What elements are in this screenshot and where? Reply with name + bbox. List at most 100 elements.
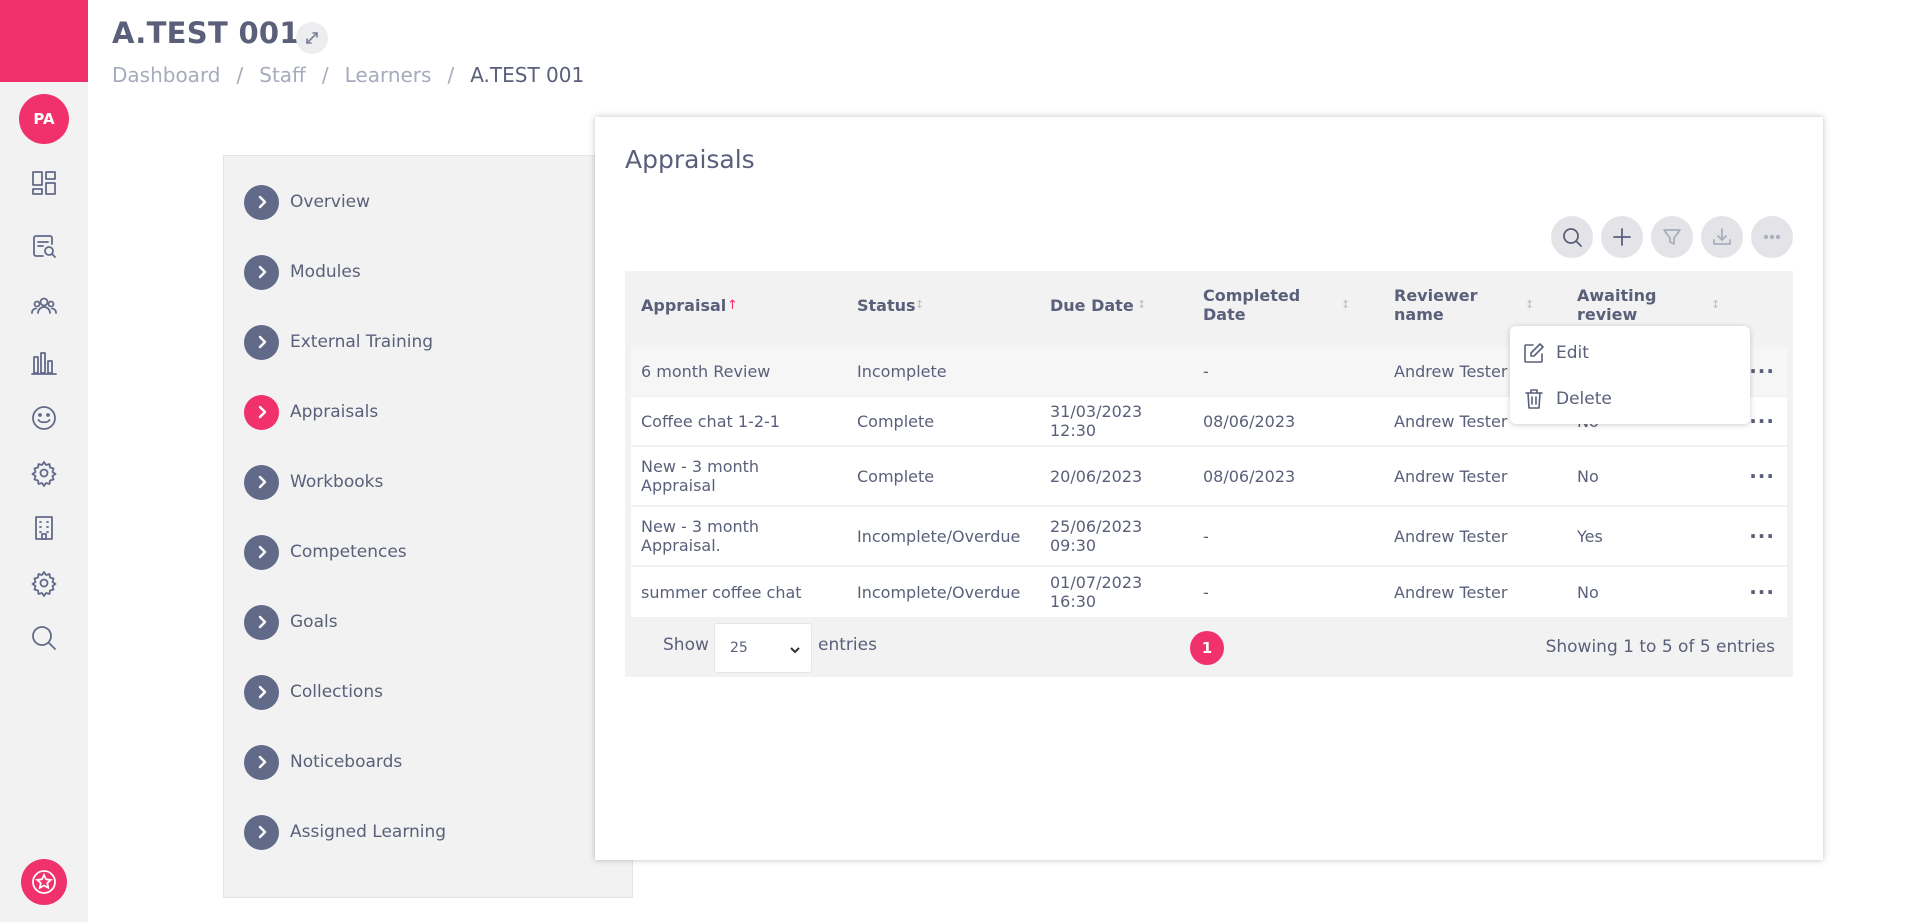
sort-icon[interactable]: ↕ (915, 298, 925, 311)
settings-icon[interactable] (28, 567, 60, 599)
download-icon[interactable] (1701, 216, 1743, 258)
cell-appraisal: New - 3 month Appraisal. (641, 517, 760, 555)
cell-status: Incomplete (857, 361, 947, 381)
people-icon[interactable] (28, 290, 60, 322)
table-row[interactable]: New - 3 month Appraisal Complete 20/06/2… (631, 447, 1787, 507)
breadcrumb-separator: / (447, 63, 455, 87)
delete-menu-item[interactable]: Delete (1522, 384, 1612, 414)
breadcrumb-staff[interactable]: Staff (259, 63, 306, 87)
dashboard-icon[interactable] (28, 167, 60, 199)
filter-icon[interactable] (1651, 216, 1693, 258)
pagination-page-1[interactable]: 1 (1190, 631, 1224, 665)
search-icon[interactable] (28, 622, 60, 654)
chevron-right-icon (244, 604, 279, 640)
sort-icon[interactable]: ↕ (1137, 298, 1147, 311)
edit-icon (1524, 343, 1544, 363)
row-actions-menu: Edit Delete (1510, 326, 1750, 424)
nav-item-label: Appraisals (290, 402, 379, 422)
table-row[interactable]: summer coffee chat Incomplete/Overdue 01… (631, 567, 1787, 617)
chevron-right-icon (244, 394, 279, 430)
nav-item-modules[interactable]: Modules (244, 254, 361, 290)
nav-item-appraisals[interactable]: Appraisals (244, 394, 378, 430)
column-header-awaiting-review[interactable]: Awaiting review (1577, 286, 1657, 324)
user-avatar[interactable]: PA (19, 94, 69, 144)
breadcrumb-dashboard[interactable]: Dashboard (112, 63, 221, 87)
cell-awaiting: No (1577, 582, 1599, 602)
sort-icon[interactable]: ↕ (1341, 298, 1351, 311)
chevron-down-icon (790, 647, 800, 654)
row-actions-icon[interactable]: ··· (1749, 359, 1775, 383)
more-icon[interactable] (1751, 216, 1793, 258)
show-label: Show (663, 635, 709, 655)
row-actions-icon[interactable]: ··· (1749, 580, 1775, 604)
nav-item-collections[interactable]: Collections (244, 674, 383, 710)
app-rail: PA (0, 0, 88, 922)
expand-icon[interactable] (296, 22, 328, 54)
nav-item-workbooks[interactable]: Workbooks (244, 464, 383, 500)
table-toolbar (1551, 216, 1793, 258)
cell-due-date: 31/03/2023 12:30 (1050, 402, 1143, 440)
breadcrumb-learners[interactable]: Learners (344, 63, 432, 87)
row-actions-icon[interactable]: ··· (1749, 464, 1775, 488)
column-header-completed-date[interactable]: Completed Date (1203, 286, 1301, 324)
cell-status: Complete (857, 411, 935, 431)
cell-status: Complete (857, 466, 935, 486)
cell-due-date: 20/06/2023 (1050, 466, 1143, 486)
cell-completed-date: - (1203, 526, 1209, 546)
nav-item-assigned-learning[interactable]: Assigned Learning (244, 814, 446, 850)
entries-label: entries (818, 635, 877, 655)
cell-status: Incomplete/Overdue (857, 582, 1021, 602)
cell-due-date: 25/06/2023 09:30 (1050, 517, 1143, 555)
chevron-right-icon (244, 184, 279, 220)
sort-icon[interactable]: ↕ (1711, 298, 1721, 311)
cell-reviewer: Andrew Tester (1394, 466, 1508, 486)
nav-item-label: External Training (290, 332, 434, 352)
smiley-icon[interactable] (28, 402, 60, 434)
settings-icon[interactable] (28, 457, 60, 489)
nav-item-label: Collections (290, 682, 383, 702)
nav-item-label: Overview (290, 192, 371, 212)
nav-item-noticeboards[interactable]: Noticeboards (244, 744, 402, 780)
column-header-appraisal[interactable]: Appraisal (641, 295, 727, 315)
search-icon[interactable] (1551, 216, 1593, 258)
cell-due-date: 01/07/2023 16:30 (1050, 573, 1143, 611)
cell-awaiting: Yes (1577, 526, 1603, 546)
column-header-reviewer-name[interactable]: Reviewer name (1394, 286, 1478, 324)
cell-reviewer: Andrew Tester (1394, 361, 1508, 381)
chevron-right-icon (244, 744, 279, 780)
cell-appraisal: summer coffee chat (641, 582, 802, 602)
breadcrumb-current: A.TEST 001 (470, 63, 585, 87)
nav-item-overview[interactable]: Overview (244, 184, 370, 220)
column-header-status[interactable]: Status (857, 295, 916, 315)
sort-icon[interactable]: ↕ (1525, 298, 1535, 311)
page-title: A.TEST 001 (112, 16, 300, 50)
trash-icon (1525, 389, 1543, 409)
cell-appraisal: Coffee chat 1-2-1 (641, 411, 780, 431)
brand-logo[interactable] (0, 0, 88, 82)
edit-menu-item[interactable]: Edit (1522, 338, 1589, 368)
search-report-icon[interactable] (28, 230, 60, 262)
cell-completed-date: - (1203, 582, 1209, 602)
sort-asc-icon[interactable]: ↑ (727, 298, 738, 313)
nav-item-external-training[interactable]: External Training (244, 324, 433, 360)
chevron-right-icon (244, 254, 279, 290)
nav-item-competences[interactable]: Competences (244, 534, 407, 570)
nav-item-goals[interactable]: Goals (244, 604, 338, 640)
building-icon[interactable] (28, 512, 60, 544)
breadcrumb-separator: / (236, 63, 244, 87)
bar-chart-icon[interactable] (28, 347, 60, 379)
chevron-right-icon (244, 814, 279, 850)
row-actions-icon[interactable]: ··· (1749, 524, 1775, 548)
add-icon[interactable] (1601, 216, 1643, 258)
star-icon[interactable] (21, 859, 67, 905)
cell-completed-date: - (1203, 361, 1209, 381)
column-header-due-date[interactable]: Due Date (1050, 295, 1134, 315)
entries-per-page-select[interactable]: 25 (714, 623, 812, 673)
cell-due-date (1050, 347, 1170, 395)
table-row[interactable]: New - 3 month Appraisal. Incomplete/Over… (631, 507, 1787, 567)
card-title: Appraisals (625, 145, 755, 174)
nav-item-label: Assigned Learning (290, 822, 447, 842)
cell-completed-date: 08/06/2023 (1203, 411, 1296, 431)
chevron-right-icon (244, 464, 279, 500)
row-actions-icon[interactable]: ··· (1749, 409, 1775, 433)
